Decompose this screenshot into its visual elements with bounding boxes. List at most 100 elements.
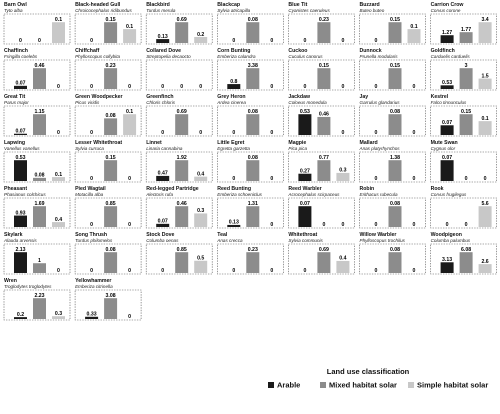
bar-song-thrush-1 [104, 252, 118, 273]
bar-pheasant-0 [14, 215, 27, 227]
panel-subtitle-blackcap: Sylvia atricapilla [217, 8, 250, 13]
bar-label-buzzard-1: 0.15 [390, 17, 400, 23]
bar-dunnock-1 [388, 68, 402, 89]
bar-label-mute-swan-0: 0.07 [442, 155, 452, 161]
panel-subtitle-pied-wagtail: Motacilla alba [75, 192, 104, 197]
bar-label-carrion-crow-2: 3.4 [481, 17, 488, 23]
bar-label-great-tit-2: 0 [57, 130, 60, 136]
bar-label-mallard-0: 0 [375, 176, 378, 182]
legend-swatch-1 [320, 382, 326, 388]
bar-label-linnet-2: 0.4 [197, 171, 204, 177]
bar-label-reed-warbler-2: 0 [341, 222, 344, 228]
legend-label-1: Mixed habitat solar [329, 381, 397, 390]
bar-yellowhammer-1 [104, 298, 118, 319]
panel-frame-grey-heron [217, 105, 284, 137]
panel-title-magpie: Magpie [288, 140, 306, 146]
panel-frame-linnet [145, 151, 213, 183]
bar-label-red-legged-partridge-0: 0.07 [158, 219, 168, 225]
bar-label-pheasant-0: 0.93 [15, 210, 25, 216]
panel-frame-collared-dove [145, 59, 213, 91]
panel-subtitle-grey-heron: Ardea cinerea [216, 100, 246, 105]
bar-label-woodpigeon-0: 3.13 [442, 257, 452, 263]
bar-label-lesser-whitethroat-1: 0.15 [106, 155, 116, 161]
panel-subtitle-goldfinch: Carduelis carduelis [431, 54, 471, 59]
bar-label-whitethroat-1: 0.69 [319, 247, 329, 253]
panel-title-little-egret: Little Egret [217, 140, 244, 146]
panel-subtitle-red-legged-partridge: Alectoris rufa [145, 192, 173, 197]
bar-label-robin-1: 0.08 [390, 201, 400, 207]
bar-woodpigeon-2 [478, 264, 492, 273]
bar-blackbird-0 [156, 39, 170, 43]
bar-linnet-0 [156, 175, 170, 181]
panel-subtitle-lapwing: Vanellus vanellus [4, 146, 40, 151]
panel-title-reed-warbler: Reed Warbler [288, 186, 321, 192]
panel-subtitle-black-headed-gull: Chroicocephalus ridibundus [75, 8, 132, 13]
bar-label-skylark-1: 1 [38, 258, 41, 264]
bar-wren-0 [14, 317, 27, 319]
bar-label-great-tit-1: 1.15 [34, 109, 44, 115]
bar-label-blackbird-1: 0.69 [177, 17, 187, 23]
bar-label-mute-swan-2: 0 [484, 176, 487, 182]
bar-label-cuckoo-0: 0 [303, 84, 306, 90]
bar-label-jay-0: 0 [375, 130, 378, 136]
bar-label-jay-1: 0.08 [390, 109, 400, 115]
bar-label-grey-heron-0: 0 [232, 130, 235, 136]
bar-label-lapwing-0: 0.53 [15, 155, 25, 161]
panel-title-skylark: Skylark [4, 232, 23, 238]
panel-subtitle-song-thrush: Turdus philomelos [75, 238, 113, 243]
bar-label-little-egret-2: 0 [270, 176, 273, 182]
bar-label-blue-tit-2: 0 [341, 38, 344, 44]
bar-label-teal-0: 0 [232, 268, 235, 274]
panel-subtitle-blackbird: Turdus merula [146, 8, 176, 13]
panel-title-red-legged-partridge: Red-legged Partridge [146, 186, 199, 192]
panel-subtitle-collared-dove: Streptopelia decaocto [146, 54, 191, 59]
panel-frame-jay [359, 105, 426, 137]
panel-subtitle-buzzard: Buteo buteo [360, 8, 385, 13]
bar-whitethroat-2 [336, 260, 350, 273]
panel-frame-blue-tit [288, 13, 355, 45]
bar-little-egret-1 [246, 160, 260, 181]
bar-label-robin-0: 0 [375, 222, 378, 228]
panel-title-cuckoo: Cuckoo [288, 48, 307, 54]
bar-label-great-tit-0: 0.07 [15, 129, 25, 135]
bar-carrion-crow-2 [478, 22, 492, 43]
panel-frame-song-thrush [74, 243, 142, 275]
panel-title-green-woodpecker: Green Woodpecker [75, 94, 122, 100]
bar-label-red-legged-partridge-1: 0.46 [177, 201, 187, 207]
panel-title-woodpigeon: Woodpigeon [431, 232, 462, 238]
bar-blackbird-2 [194, 36, 208, 43]
panel-subtitle-pheasant: Phasianus colchicus [4, 192, 46, 197]
bar-label-magpie-2: 0.3 [339, 168, 346, 174]
panel-subtitle-woodpigeon: Columba palumbus [431, 238, 471, 243]
bar-label-jackdaw-2: 0 [341, 130, 344, 136]
bar-red-legged-partridge-2 [194, 213, 208, 227]
bar-whitethroat-1 [317, 252, 331, 273]
bar-label-barn-owl-0: 0 [19, 38, 22, 44]
panel-title-wren: Wren [4, 278, 17, 284]
bar-reed-warbler-0 [298, 206, 312, 227]
bar-label-kestrel-1: 0.15 [461, 109, 471, 115]
panel-title-buzzard: Buzzard [360, 2, 380, 8]
bar-label-wren-0: 0.2 [17, 312, 24, 318]
panel-frame-jackdaw [288, 105, 355, 137]
bar-label-blackbird-0: 0.13 [158, 34, 168, 40]
panel-title-whitethroat: Whitethroat [288, 232, 317, 238]
panel-frame-wren [3, 289, 71, 321]
bar-label-blackcap-0: 0 [232, 38, 235, 44]
bar-label-blackcap-1: 0.08 [248, 17, 258, 23]
bar-label-woodpigeon-1: 6.08 [461, 247, 471, 253]
